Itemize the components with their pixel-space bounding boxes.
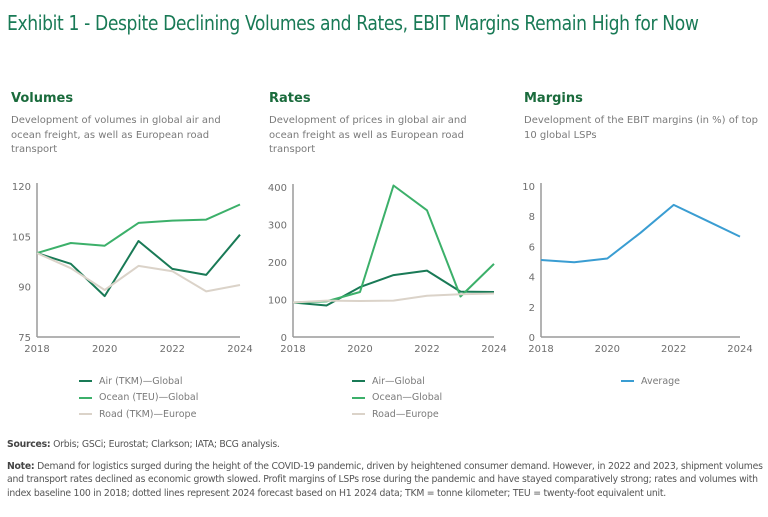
- volumes-y-tick-label: 90: [18, 283, 31, 294]
- legend-label: Air (TKM)—Global: [99, 375, 183, 387]
- sources-text: Orbis; GSCi; Eurostat; Clarkson; IATA; B…: [50, 439, 280, 450]
- margins-y-tick-label: 10: [522, 182, 535, 193]
- rates-y-tick-label: 0: [281, 333, 287, 344]
- margins-x-tick-label: 2024: [727, 344, 752, 355]
- legend-label: Ocean (TEU)—Global: [99, 392, 199, 404]
- note: Note: Demand for logistics surged during…: [7, 460, 767, 501]
- volumes-y-tick-label: 75: [18, 333, 31, 344]
- volumes-legend: Air (TKM)—Global Ocean (TEU)—Global Road (…: [79, 373, 198, 423]
- volumes-series-road-tkm-europe: [36, 252, 241, 293]
- margins-panel-title: Margins: [524, 91, 583, 106]
- volumes-panel-description: Development of volumes in global air and…: [11, 115, 221, 155]
- volumes-x-tick-label: 2020: [92, 344, 117, 355]
- legend-item: Road (TKM)—Europe: [79, 406, 198, 423]
- legend-label: Ocean—Global: [372, 392, 443, 404]
- volumes-x-tick-label: 2024: [227, 344, 252, 355]
- volumes-x-tick-label: 2018: [24, 344, 49, 355]
- sources-note: Sources: Orbis; GSCi; Eurostat; Clarkson…: [7, 438, 767, 452]
- margins-y-tick-label: 8: [529, 212, 535, 223]
- legend-label: Road—Europe: [372, 408, 439, 420]
- volumes-chart: 75 90 105 120 2018 2020 2022 2024: [12, 182, 253, 355]
- rates-y-tick-label: 100: [268, 296, 287, 307]
- legend-label: Road (TKM)—Europe: [99, 408, 197, 420]
- rates-y-tick-label: 400: [268, 183, 287, 194]
- note-text: Demand for logistics surged during the h…: [7, 460, 763, 499]
- margins-y-tick-label: 4: [529, 273, 535, 284]
- sources-label: Sources:: [7, 439, 51, 450]
- margins-x-tick-label: 2020: [595, 344, 620, 355]
- margins-panel-header: Margins Development of the EBIT margins …: [524, 91, 759, 143]
- legend-item: Ocean (TEU)—Global: [79, 390, 198, 407]
- legend-item: Air—Global: [352, 373, 442, 390]
- rates-series-road-europe: [292, 292, 495, 304]
- rates-x-tick-label: 2020: [347, 344, 372, 355]
- margins-x-tick-label: 2018: [528, 344, 553, 355]
- rates-y-tick-label: 300: [268, 221, 287, 232]
- legend-swatch: [79, 413, 92, 416]
- rates-legend: Air—Global Ocean—Global Road—Europe: [352, 373, 442, 423]
- rates-panel-header: Rates Development of prices in global ai…: [269, 91, 494, 158]
- footer: Sources: Orbis; GSCi; Eurostat; Clarkson…: [7, 438, 767, 508]
- rates-panel-description: Development of prices in global air and …: [269, 115, 467, 155]
- legend-item: Average: [621, 373, 680, 390]
- rates-panel-title: Rates: [269, 91, 311, 106]
- legend-item: Ocean—Global: [352, 390, 442, 407]
- exhibit-title: Exhibit 1 - Despite Declining Volumes an…: [7, 11, 699, 35]
- volumes-series-ocean-teu-global: [36, 203, 241, 255]
- margins-x-tick-label: 2022: [661, 344, 686, 355]
- rates-chart: 0 100 200 300 400 2018 2020 2022 2024: [268, 183, 507, 355]
- rates-x-tick-label: 2024: [481, 344, 506, 355]
- rates-x-tick-label: 2022: [414, 344, 439, 355]
- note-label: Note:: [7, 460, 35, 472]
- volumes-y-tick-label: 105: [12, 232, 31, 243]
- legend-swatch: [352, 380, 365, 383]
- margins-panel-description: Development of the EBIT margins (in %) o…: [524, 115, 758, 141]
- volumes-panel-title: Volumes: [11, 91, 74, 106]
- legend-swatch: [352, 413, 365, 416]
- legend-swatch: [79, 396, 92, 399]
- rates-series-ocean-global: [292, 184, 495, 304]
- legend-item: Air (TKM)—Global: [79, 373, 198, 390]
- margins-y-tick-label: 2: [529, 303, 535, 314]
- legend-swatch: [621, 380, 634, 383]
- margins-y-tick-label: 0: [529, 333, 535, 344]
- rates-x-tick-label: 2018: [280, 344, 305, 355]
- volumes-panel-header: Volumes Development of volumes in global…: [11, 91, 251, 158]
- legend-item: Road—Europe: [352, 406, 442, 423]
- volumes-x-tick-label: 2022: [160, 344, 185, 355]
- legend-swatch: [79, 380, 92, 383]
- rates-y-tick-label: 200: [268, 258, 287, 269]
- legend-swatch: [352, 396, 365, 399]
- margins-chart: 0 2 4 6 8 10 2018 2020 2022 2024: [522, 182, 752, 355]
- margins-y-tick-label: 6: [529, 242, 535, 253]
- margins-series-average: [540, 203, 741, 264]
- volumes-y-tick-label: 120: [12, 182, 31, 193]
- legend-label: Air—Global: [372, 375, 425, 387]
- legend-label: Average: [641, 375, 681, 387]
- margins-legend: Average: [621, 373, 680, 390]
- volumes-series-air-tkm-global: [36, 234, 241, 298]
